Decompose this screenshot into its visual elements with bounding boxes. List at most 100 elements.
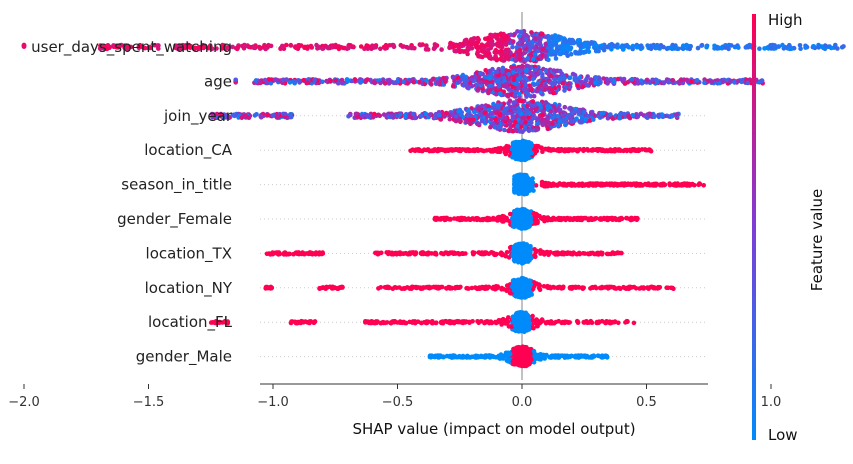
shap-point [567, 75, 573, 80]
shap-point [623, 43, 628, 49]
shap-point [599, 111, 604, 116]
shap-point [476, 86, 481, 91]
shap-point [561, 181, 567, 187]
shap-point [467, 148, 473, 153]
shap-point [536, 35, 542, 41]
shap-point [616, 148, 621, 153]
shap-point [325, 44, 330, 50]
shap-point [557, 148, 563, 154]
shap-point [556, 123, 561, 128]
shap-point [246, 44, 252, 50]
shap-point [336, 46, 342, 52]
shap-point [452, 44, 457, 49]
shap-point [551, 68, 557, 73]
shap-point [304, 80, 310, 86]
shap-point [330, 45, 335, 50]
shap-point [510, 252, 516, 257]
shap-point [565, 82, 571, 87]
shap-point [543, 68, 549, 74]
shap-point [389, 113, 394, 119]
shap-point [593, 75, 599, 80]
shap-point [485, 47, 491, 53]
shap-point [551, 90, 556, 96]
shap-point [382, 46, 388, 51]
shap-point [604, 251, 610, 257]
shap-point [593, 181, 598, 186]
shap-point [424, 43, 429, 48]
shap-point [601, 76, 606, 81]
shap-point [287, 80, 293, 85]
shap-point [418, 113, 424, 119]
shap-point [401, 79, 407, 85]
shap-point [526, 115, 531, 120]
shap-point [589, 110, 594, 116]
shap-point [552, 182, 557, 188]
shap-point [457, 49, 462, 54]
shap-point [841, 44, 846, 49]
shap-point [561, 116, 567, 122]
shap-point [530, 76, 536, 81]
shap-point [490, 42, 496, 47]
shap-point [288, 43, 294, 48]
shap-point [483, 68, 489, 73]
shap-point [527, 40, 532, 46]
shap-point [550, 48, 555, 54]
shap-point [669, 114, 675, 119]
shap-point [759, 78, 764, 84]
shap-point [565, 53, 570, 58]
shap-point [511, 245, 517, 250]
shap-point [609, 47, 614, 52]
shap-point [479, 118, 485, 124]
shap-point [553, 56, 559, 61]
shap-point [601, 46, 606, 51]
shap-point [471, 36, 476, 41]
shap-point [524, 186, 529, 192]
shap-point [504, 143, 509, 149]
shap-point [483, 74, 488, 80]
shap-point [560, 42, 566, 48]
shap-point [513, 219, 518, 224]
shap-point [511, 106, 517, 112]
shap-point [263, 46, 269, 52]
shap-point [501, 31, 506, 37]
shap-point [506, 54, 512, 60]
shap-point [206, 45, 211, 51]
shap-point [493, 110, 499, 116]
shap-point [644, 182, 650, 188]
shap-point [372, 45, 378, 50]
shap-point [473, 44, 479, 49]
shap-point [577, 75, 583, 80]
shap-point [510, 84, 515, 90]
shap-point [528, 53, 534, 58]
shap-point [360, 114, 365, 119]
shap-point [576, 182, 582, 187]
shap-point [400, 44, 405, 49]
shap-point [450, 84, 456, 89]
shap-point [457, 117, 462, 123]
shap-point [621, 76, 627, 82]
shap-point [609, 215, 615, 221]
shap-point [396, 251, 401, 256]
shap-point [515, 123, 520, 129]
shap-point [586, 216, 591, 221]
shap-point [608, 76, 614, 82]
shap-point [489, 33, 495, 38]
shap-point [490, 66, 495, 72]
shap-point [534, 127, 539, 133]
shap-point [475, 148, 481, 153]
shap-point [524, 94, 529, 99]
shap-point [531, 112, 536, 118]
shap-point [762, 46, 767, 51]
shap-point [512, 181, 517, 187]
shap-point [486, 90, 491, 96]
shap-point [382, 81, 388, 86]
shap-point [726, 46, 731, 52]
shap-point [526, 256, 531, 262]
shap-point [757, 46, 762, 51]
shap-point [549, 80, 555, 86]
shap-point [500, 65, 506, 71]
shap-point [439, 47, 444, 52]
shap-point [511, 100, 517, 105]
shap-point [745, 80, 751, 86]
shap-point [521, 87, 527, 92]
